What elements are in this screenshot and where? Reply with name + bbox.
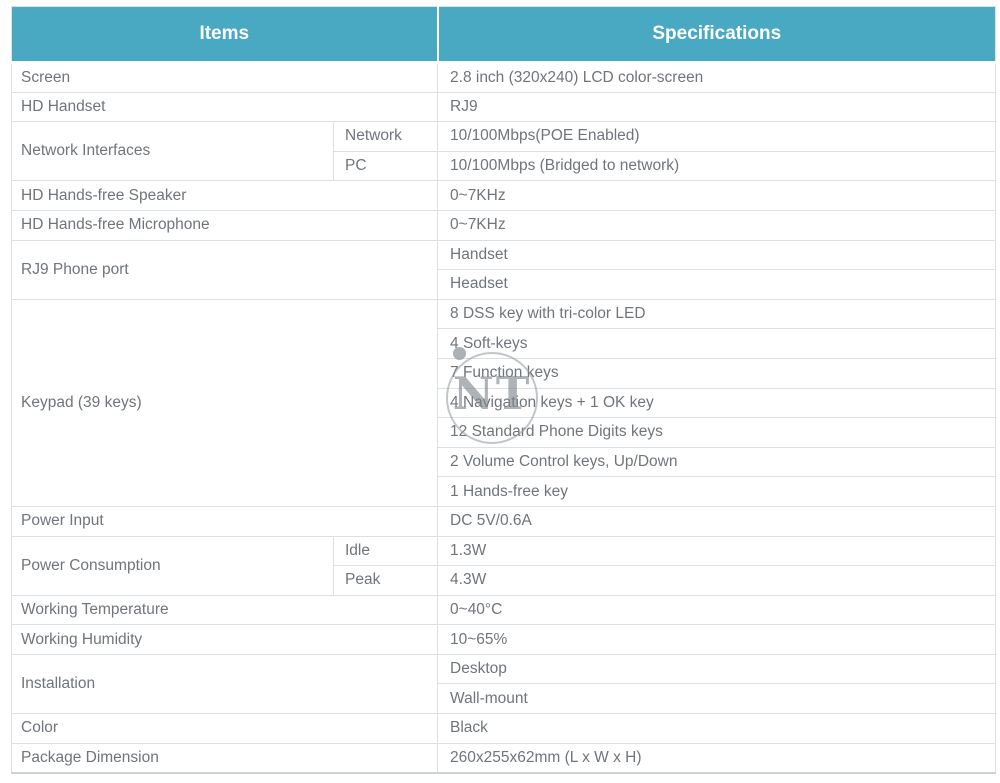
spec-idle: 1.3W <box>437 535 997 567</box>
spec-rj9-headset: Headset <box>437 269 997 300</box>
column-header-specifications: Specifications <box>437 6 996 64</box>
table-row: Screen 2.8 inch (320x240) LCD color-scre… <box>10 62 997 93</box>
item-color: Color <box>10 713 439 744</box>
item-rj9-phone-port: RJ9 Phone port <box>10 239 439 300</box>
spec-working-humidity: 10~65% <box>437 624 997 655</box>
item-hd-handset: HD Handset <box>10 91 439 123</box>
spec-working-temperature: 0~40°C <box>437 594 997 626</box>
item-hd-handsfree-speaker: HD Hands-free Speaker <box>10 180 439 211</box>
spec-keypad-soft-keys: 4 Soft-keys <box>437 328 997 359</box>
spec-keypad-volume-keys: 2 Volume Control keys, Up/Down <box>437 446 997 478</box>
table-row: Package Dimension 260x255x62mm (L x W x … <box>10 742 997 774</box>
sub-label-network: Network <box>332 121 439 152</box>
item-working-temperature: Working Temperature <box>10 594 439 626</box>
item-installation: Installation <box>10 653 439 715</box>
spec-hd-handsfree-speaker: 0~7KHz <box>437 180 997 211</box>
spec-installation-wallmount: Wall-mount <box>437 683 997 715</box>
item-screen: Screen <box>10 62 439 93</box>
table-row: Peak 4.3W <box>12 565 997 596</box>
spec-power-input: DC 5V/0.6A <box>437 505 997 537</box>
spec-network: 10/100Mbps(POE Enabled) <box>437 121 997 152</box>
specs-table: Items Specifications Screen 2.8 inch (32… <box>10 6 997 774</box>
sub-label-peak: Peak <box>332 565 439 596</box>
item-power-input: Power Input <box>10 505 439 537</box>
table-row: Color Black <box>10 713 997 744</box>
spec-color: Black <box>437 713 997 744</box>
column-header-items: Items <box>11 6 439 64</box>
item-hd-handsfree-microphone: HD Hands-free Microphone <box>10 209 439 241</box>
spec-pc: 10/100Mbps (Bridged to network) <box>437 150 997 182</box>
spec-keypad-handsfree-key: 1 Hands-free key <box>437 476 997 507</box>
spec-hd-handsfree-microphone: 0~7KHz <box>437 209 997 241</box>
sub-label-pc: PC <box>332 150 439 182</box>
table-row: Power Input DC 5V/0.6A <box>10 505 997 537</box>
spec-package-dimension: 260x255x62mm (L x W x H) <box>437 742 997 774</box>
spec-peak: 4.3W <box>437 565 997 596</box>
item-package-dimension: Package Dimension <box>10 742 439 774</box>
spec-rj9-handset: Handset <box>437 239 997 271</box>
table-row: Keypad (39 keys) 8 DSS key with tri-colo… <box>10 298 997 507</box>
sub-label-idle: Idle <box>332 535 439 567</box>
spec-keypad-function-keys: 7 Function keys <box>437 357 997 389</box>
item-keypad: Keypad (39 keys) <box>10 298 439 507</box>
table-row: HD Hands-free Speaker 0~7KHz <box>10 180 997 211</box>
table-row: PC 10/100Mbps (Bridged to network) <box>12 150 997 182</box>
item-network-interfaces: Network Interfaces <box>11 121 334 182</box>
table-row: Working Temperature 0~40°C <box>10 594 997 626</box>
table-row: Power Consumption Idle 1.3W <box>11 535 997 596</box>
spec-keypad-navigation-keys: 4 Navigation keys + 1 OK key <box>437 387 997 419</box>
spec-hd-handset: RJ9 <box>437 91 997 123</box>
table-row: 4 Navigation keys + 1 OK key <box>12 387 997 419</box>
table-row: 2 Volume Control keys, Up/Down <box>12 446 997 478</box>
table-row: HD Handset RJ9 <box>10 91 997 123</box>
item-working-humidity: Working Humidity <box>10 624 439 655</box>
table-row: Network Interfaces Network 10/100Mbps(PO… <box>11 121 997 182</box>
spec-keypad-dss: 8 DSS key with tri-color LED <box>437 298 997 330</box>
table-row: HD Hands-free Microphone 0~7KHz <box>10 209 997 241</box>
table-row: Wall-mount <box>12 683 997 715</box>
table-row: Working Humidity 10~65% <box>10 624 997 655</box>
spec-installation-desktop: Desktop <box>437 653 997 685</box>
table-row: RJ9 Phone port Handset <box>10 239 997 300</box>
spec-keypad-digit-keys: 12 Standard Phone Digits keys <box>437 417 997 448</box>
spec-screen: 2.8 inch (320x240) LCD color-screen <box>437 62 997 93</box>
table-row: 1 Hands-free key <box>12 476 997 507</box>
item-power-consumption: Power Consumption <box>11 535 334 596</box>
table-row: Installation Desktop <box>10 653 997 715</box>
header-row: Items Specifications <box>11 6 996 64</box>
